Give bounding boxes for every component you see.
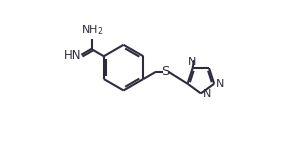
Text: HN: HN (64, 49, 81, 62)
Text: N: N (188, 57, 196, 67)
Text: N: N (203, 89, 211, 99)
Text: NH$_2$: NH$_2$ (81, 23, 104, 37)
Text: N: N (216, 79, 224, 89)
Text: S: S (162, 65, 170, 78)
